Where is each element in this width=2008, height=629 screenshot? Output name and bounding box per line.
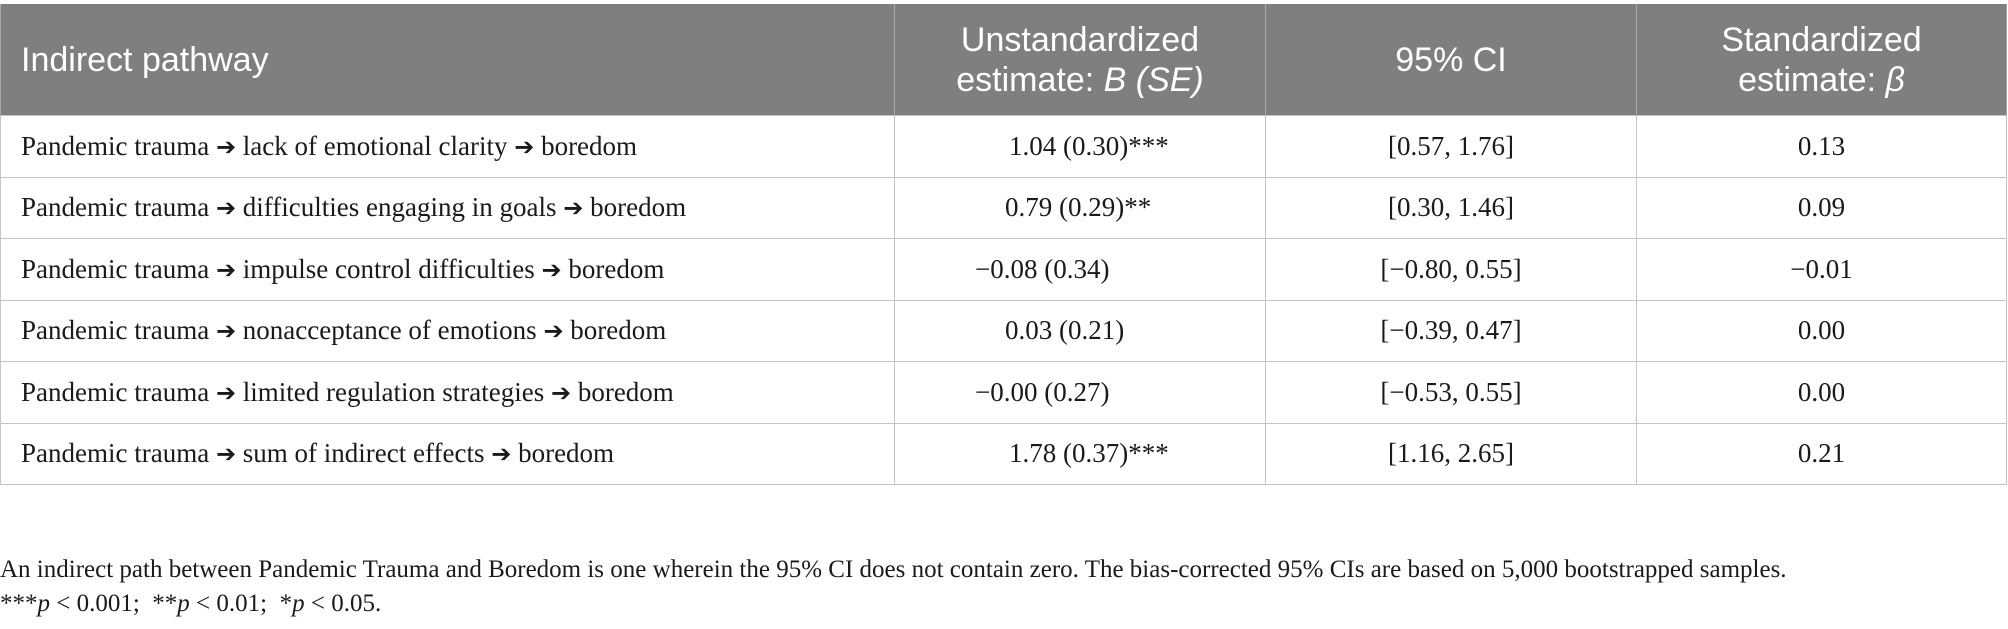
estimate-value: 1.04 (0.30)*** [1009, 130, 1169, 161]
pathway-source: Pandemic trauma [21, 376, 210, 407]
header-standardized-estimate: Standardized estimate: β [1636, 4, 2007, 116]
estimate-value: −0.00 (0.27) [975, 376, 1110, 407]
header-ci-label: 95% CI [1395, 40, 1507, 79]
pathway-outcome: boredom [590, 192, 687, 223]
cell-standardized-estimate: −0.01 [1636, 238, 2007, 301]
table-header: Indirect pathway Unstandardized estimate… [0, 4, 2007, 116]
header-unstandardized-line1: Unstandardized [960, 20, 1200, 59]
pathway-outcome: boredom [541, 130, 638, 161]
arrow-icon: ➔ [215, 255, 237, 284]
cell-confidence-interval: [0.30, 1.46] [1265, 176, 1637, 239]
sig-p-2: p [177, 590, 190, 617]
cell-unstandardized-estimate: 0.79 (0.29)** [894, 176, 1266, 239]
pathway-source: Pandemic trauma [21, 438, 210, 469]
indirect-effects-table: Indirect pathway Unstandardized estimate… [0, 4, 2007, 485]
footnote-significance-levels: ***p < 0.001; **p < 0.01; *p < 0.05. [0, 587, 1787, 621]
header-unstandardized-symbol: B (SE) [1103, 60, 1204, 99]
table-row: Pandemic trauma ➔ limited regulation str… [0, 361, 2007, 424]
cell-standardized-estimate: 0.00 [1636, 299, 2007, 362]
estimate-value: 1.78 (0.37)*** [1009, 438, 1169, 469]
table-footnote: An indirect path between Pandemic Trauma… [0, 553, 1787, 621]
cell-indirect-pathway: Pandemic trauma ➔ difficulties engaging … [0, 176, 895, 239]
footnote-ci-explanation: An indirect path between Pandemic Trauma… [0, 556, 1787, 583]
pathway-source: Pandemic trauma [21, 315, 210, 346]
header-standardized-line1: Standardized [1721, 20, 1922, 59]
header-indirect-pathway: Indirect pathway [0, 4, 895, 116]
header-row: Indirect pathway Unstandardized estimate… [0, 4, 2007, 116]
table-row: Pandemic trauma ➔ sum of indirect effect… [0, 422, 2007, 485]
cell-unstandardized-estimate: 1.78 (0.37)*** [894, 422, 1266, 485]
pathway-mediator: impulse control difficulties [242, 253, 535, 284]
cell-confidence-interval: [−0.53, 0.55] [1265, 361, 1637, 424]
cell-unstandardized-estimate: −0.00 (0.27) [894, 361, 1266, 424]
sig-threshold-1: < 0.001; [50, 590, 140, 617]
pathway-mediator: limited regulation strategies [242, 376, 545, 407]
results-table-container: Indirect pathway Unstandardized estimate… [0, 4, 2007, 485]
pathway-source: Pandemic trauma [21, 130, 210, 161]
arrow-icon: ➔ [215, 317, 237, 346]
header-indirect-pathway-label: Indirect pathway [21, 40, 269, 79]
arrow-icon: ➔ [550, 378, 572, 407]
arrow-icon: ➔ [491, 440, 512, 469]
sig-threshold-2: < 0.01; [189, 590, 268, 617]
arrow-icon: ➔ [215, 132, 237, 161]
arrow-icon: ➔ [563, 194, 584, 223]
header-unstandardized-line2: estimate: [956, 60, 1104, 99]
header-confidence-interval: 95% CI [1265, 4, 1637, 116]
arrow-icon: ➔ [514, 132, 535, 161]
cell-confidence-interval: [−0.39, 0.47] [1265, 299, 1637, 362]
cell-indirect-pathway: Pandemic trauma ➔ nonacceptance of emoti… [0, 299, 895, 362]
header-standardized-line2: estimate: [1738, 60, 1886, 99]
sig-stars-1: *** [0, 590, 38, 617]
estimate-value: 0.03 (0.21) [1005, 315, 1125, 346]
sig-p-1: p [37, 590, 51, 617]
cell-confidence-interval: [0.57, 1.76] [1265, 115, 1637, 178]
pathway-outcome: boredom [518, 438, 615, 469]
header-standardized-symbol: β [1885, 60, 1905, 99]
pathway-mediator: lack of emotional clarity [242, 130, 508, 161]
cell-unstandardized-estimate: 0.03 (0.21) [894, 299, 1266, 362]
pathway-source: Pandemic trauma [21, 253, 210, 284]
cell-confidence-interval: [−0.80, 0.55] [1265, 238, 1637, 301]
pathway-source: Pandemic trauma [21, 192, 210, 223]
cell-standardized-estimate: 0.00 [1636, 361, 2007, 424]
arrow-icon: ➔ [541, 255, 562, 284]
cell-standardized-estimate: 0.13 [1636, 115, 2007, 178]
table-row: Pandemic trauma ➔ difficulties engaging … [0, 176, 2007, 239]
pathway-outcome: boredom [570, 315, 667, 346]
table-row: Pandemic trauma ➔ impulse control diffic… [0, 238, 2007, 301]
arrow-icon: ➔ [543, 317, 564, 346]
cell-standardized-estimate: 0.09 [1636, 176, 2007, 239]
arrow-icon: ➔ [215, 440, 237, 469]
cell-unstandardized-estimate: 1.04 (0.30)*** [894, 115, 1266, 178]
arrow-icon: ➔ [215, 194, 237, 223]
sig-stars-2: ** [152, 590, 178, 617]
table-row: Pandemic trauma ➔ lack of emotional clar… [0, 115, 2007, 178]
cell-standardized-estimate: 0.21 [1636, 422, 2007, 485]
cell-confidence-interval: [1.16, 2.65] [1265, 422, 1637, 485]
pathway-mediator: sum of indirect effects [242, 438, 485, 469]
sig-p-3: p [292, 590, 305, 617]
estimate-value: 0.79 (0.29)** [1005, 192, 1152, 223]
pathway-outcome: boredom [577, 376, 674, 407]
arrow-icon: ➔ [215, 378, 237, 407]
pathway-mediator: nonacceptance of emotions [242, 315, 537, 346]
cell-indirect-pathway: Pandemic trauma ➔ limited regulation str… [0, 361, 895, 424]
pathway-mediator: difficulties engaging in goals [242, 192, 557, 223]
sig-stars-3: * [279, 590, 293, 617]
cell-indirect-pathway: Pandemic trauma ➔ impulse control diffic… [0, 238, 895, 301]
table-row: Pandemic trauma ➔ nonacceptance of emoti… [0, 299, 2007, 362]
table-body: Pandemic trauma ➔ lack of emotional clar… [0, 115, 2007, 485]
cell-indirect-pathway: Pandemic trauma ➔ lack of emotional clar… [0, 115, 895, 178]
header-unstandardized-estimate: Unstandardized estimate: B (SE) [894, 4, 1266, 116]
cell-indirect-pathway: Pandemic trauma ➔ sum of indirect effect… [0, 422, 895, 485]
estimate-value: −0.08 (0.34) [975, 253, 1110, 284]
sig-threshold-3: < 0.05. [304, 590, 382, 617]
cell-unstandardized-estimate: −0.08 (0.34) [894, 238, 1266, 301]
pathway-outcome: boredom [568, 253, 665, 284]
